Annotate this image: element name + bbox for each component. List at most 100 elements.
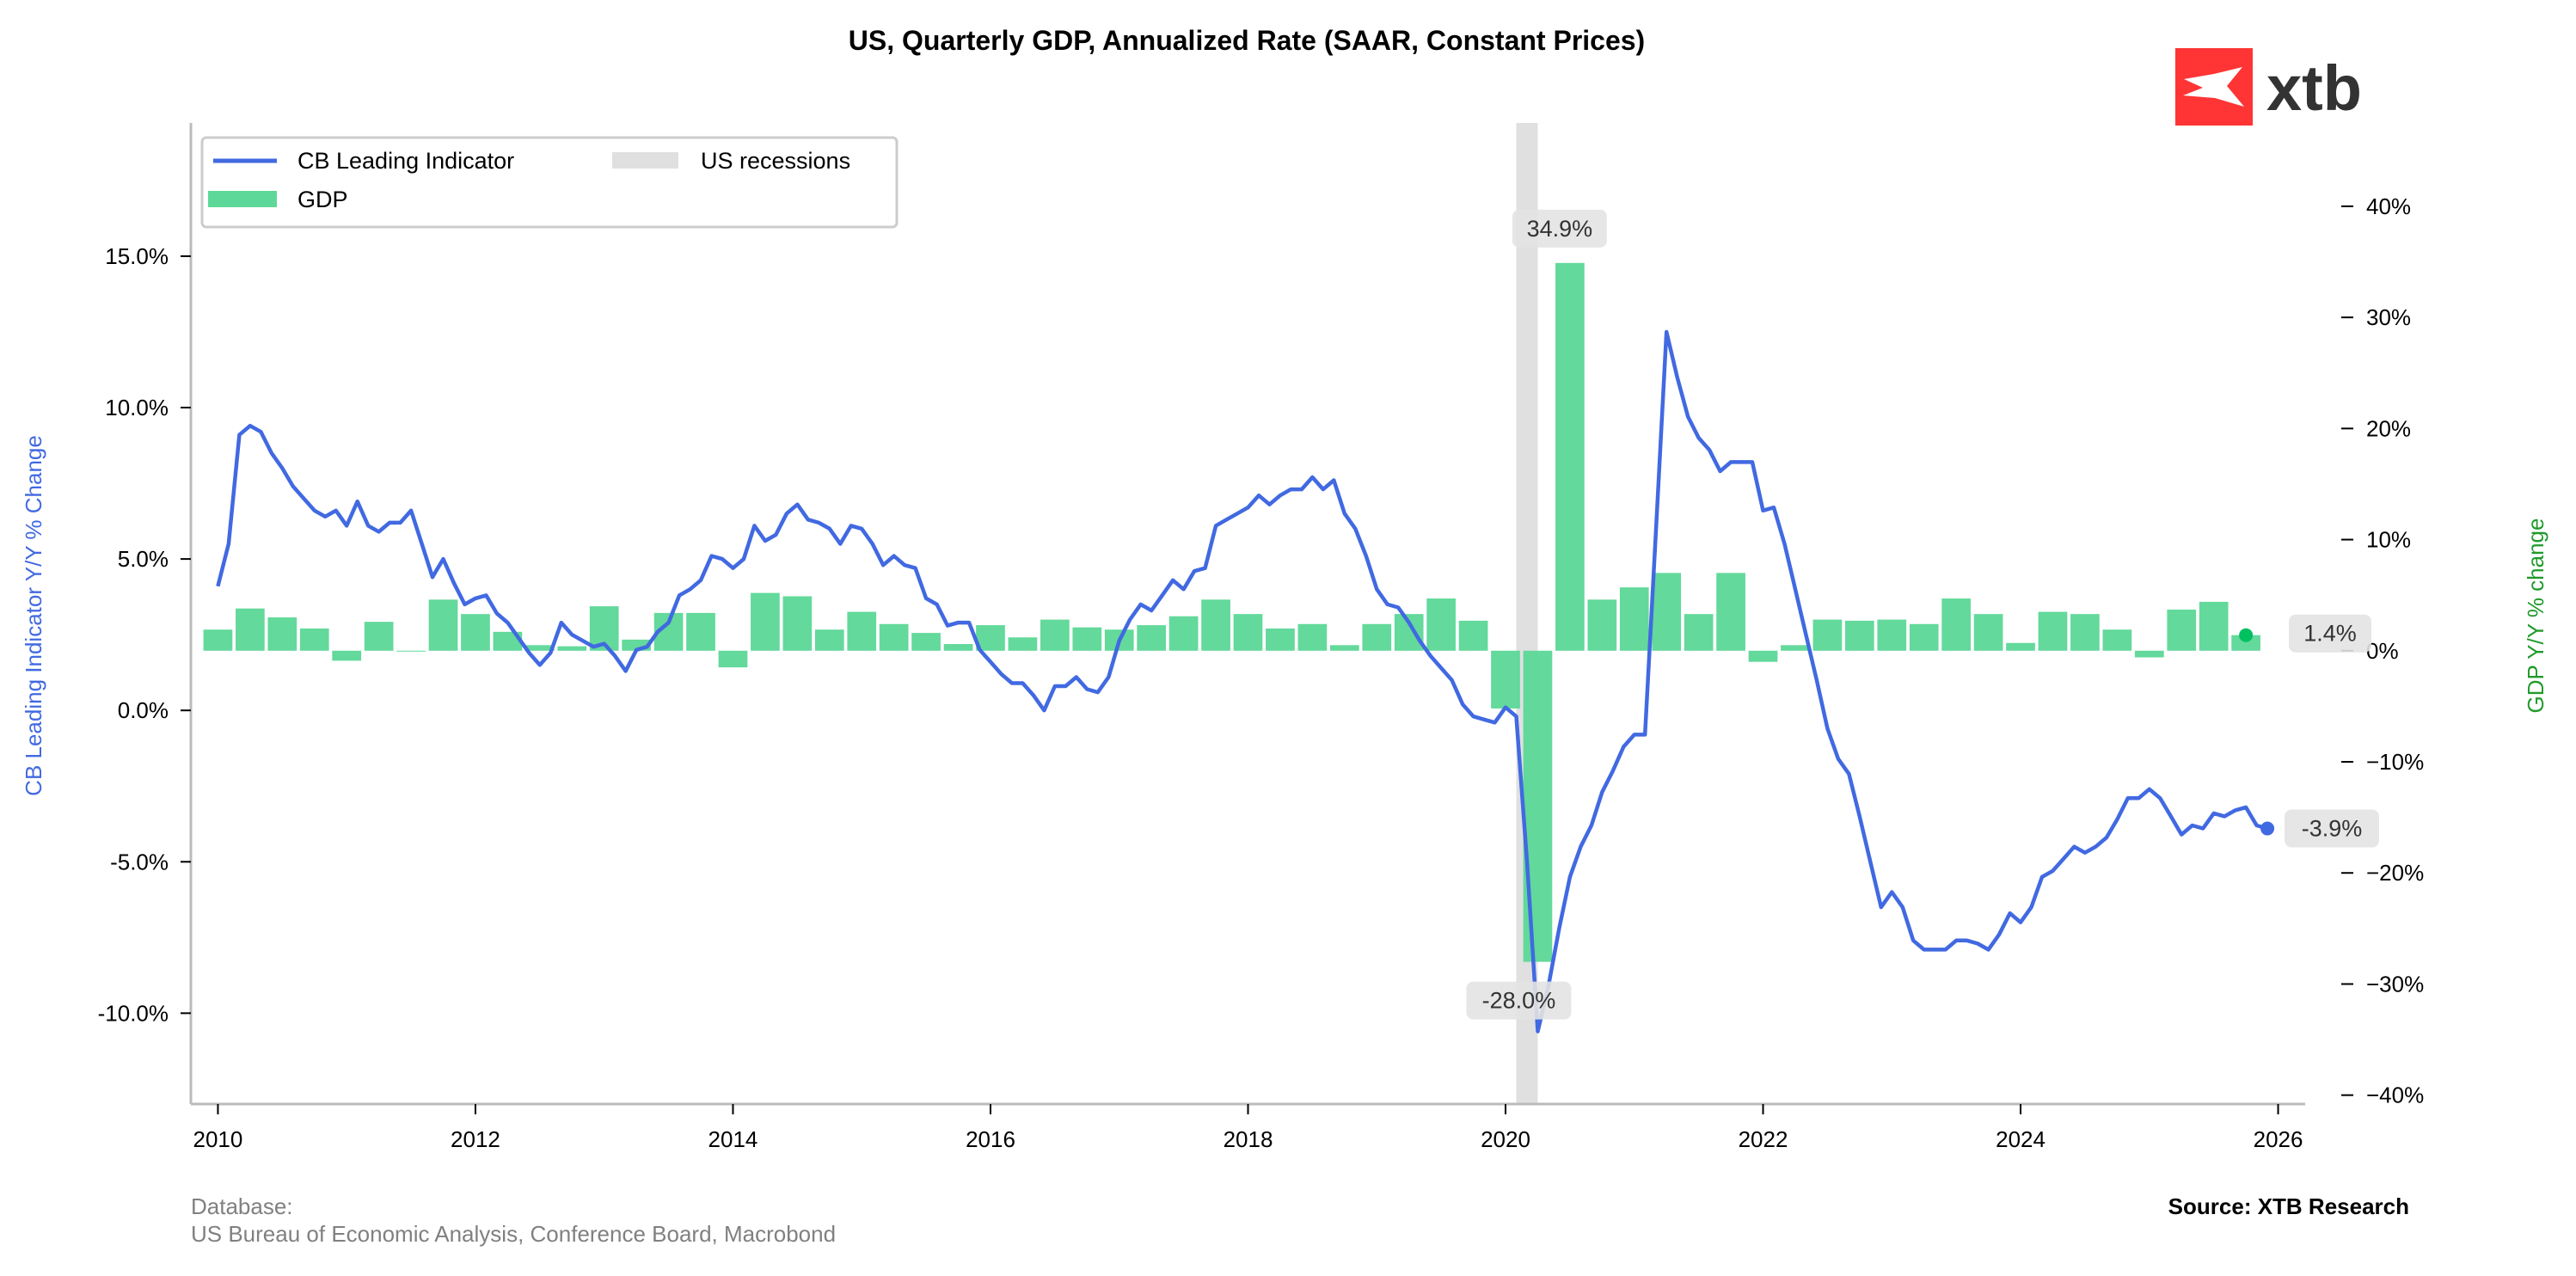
gdp-bar: [1458, 620, 1488, 651]
gdp-bar: [1201, 599, 1230, 651]
gdp-bar: [1297, 623, 1328, 651]
x-tick-label: 2014: [708, 1126, 758, 1152]
gdp-min-annotation-text: -28.0%: [1482, 988, 1556, 1014]
gdp-bar: [943, 644, 973, 651]
cb-last-label-box: [2285, 809, 2379, 848]
gdp-bar: [1781, 645, 1810, 651]
gdp-bar: [557, 646, 587, 651]
gdp-bar: [396, 650, 426, 652]
chart-title: US, Quarterly GDP, Annualized Rate (SAAR…: [849, 25, 1645, 56]
legend-recession-swatch: [612, 152, 678, 169]
gdp-bar: [1748, 650, 1778, 662]
gdp-bar: [1587, 599, 1617, 651]
gdp-bar: [814, 629, 844, 651]
database-sources: US Bureau of Economic Analysis, Conferen…: [191, 1221, 836, 1247]
gdp-bar: [1491, 650, 1520, 709]
gdp-bar: [1362, 623, 1392, 651]
right-tick-label: −40%: [2366, 1083, 2424, 1108]
gdp-bar: [1168, 616, 1199, 651]
gdp-min-annotation-box: [1466, 981, 1572, 1020]
gdp-bar: [1844, 620, 1874, 651]
gdp-bar: [332, 650, 362, 661]
logo-text: xtb: [2266, 52, 2362, 124]
gdp-bar: [1812, 619, 1843, 651]
legend-label-cb: CB Leading Indicator: [297, 148, 514, 174]
x-tick-label: 2016: [966, 1126, 1015, 1152]
gdp-bar: [2102, 629, 2132, 651]
gdp-bar: [1008, 637, 1038, 651]
gdp-bar: [718, 650, 748, 668]
gdp-max-annotation-text: 34.9%: [1527, 216, 1593, 242]
gdp-bar: [1329, 645, 1359, 651]
gdp-bar: [461, 614, 490, 651]
gdp-bar: [1137, 625, 1167, 651]
gdp-bar: [2231, 635, 2260, 651]
gdp-bar: [364, 622, 394, 651]
gdp-bar: [1877, 619, 1907, 651]
x-tick-label: 2020: [1481, 1126, 1530, 1152]
x-tick-label: 2026: [2254, 1126, 2303, 1152]
gdp-bar: [1619, 587, 1649, 651]
legend: CB Leading Indicator US recessions GDP: [200, 136, 899, 229]
gdp-bar: [2199, 601, 2229, 651]
gdp-bar: [1684, 614, 1714, 651]
left-tick-label: 15.0%: [105, 243, 169, 269]
gdp-max-annotation: 34.9%: [1512, 209, 1607, 248]
gdp-bar: [1072, 627, 1102, 651]
gdp-last-label: 1.4%: [2289, 614, 2371, 653]
left-tick-label: 10.0%: [105, 395, 169, 420]
gdp-bar: [1426, 598, 1456, 651]
gdp-last-label-box: [2289, 614, 2371, 653]
x-tick-label: 2022: [1739, 1126, 1788, 1152]
right-axis-ticks: 40% 30% 20% 10% 0% −10% −20% −30% −40%: [2341, 193, 2424, 1108]
gdp-bar: [236, 608, 265, 651]
x-tick-label: 2024: [1996, 1126, 2045, 1152]
gdp-bar: [1266, 628, 1295, 651]
legend-label-recessions: US recessions: [701, 148, 850, 174]
right-tick-label: −20%: [2366, 860, 2424, 886]
axes: [189, 123, 2305, 1106]
xtb-logo: xtb: [2175, 48, 2362, 126]
right-tick-label: 0%: [2366, 638, 2399, 664]
gdp-bar: [911, 633, 941, 651]
x-tick-label: 2018: [1224, 1126, 1273, 1152]
left-tick-label: -5.0%: [110, 849, 169, 874]
gdp-bar: [524, 645, 555, 651]
gdp-bar: [2167, 609, 2197, 651]
gdp-bar: [428, 599, 458, 651]
gdp-bars: [203, 262, 2260, 962]
gdp-bar: [299, 628, 329, 651]
annotations: 34.9% -28.0% 1.4% -3.9%: [1466, 209, 2379, 1020]
left-axis-ticks: 15.0% 10.0% 5.0% 0.0% -5.0% -10.0%: [98, 243, 191, 1026]
gdp-bar: [1040, 619, 1070, 651]
gdp-bar: [1909, 623, 1939, 651]
gdp-bar: [1233, 614, 1263, 651]
gdp-bar: [847, 611, 877, 651]
legend-frame: [200, 136, 899, 229]
cb-last-dot: [2260, 821, 2275, 836]
cb-last-label-text: -3.9%: [2302, 816, 2363, 842]
legend-label-gdp: GDP: [297, 187, 348, 212]
right-tick-label: 30%: [2366, 304, 2411, 330]
gdp-max-annotation-box: [1512, 209, 1607, 248]
gdp-min-annotation: -28.0%: [1466, 981, 1572, 1020]
gdp-bar: [879, 623, 909, 651]
gdp-bar: [267, 617, 297, 651]
gdp-bar: [1652, 573, 1682, 651]
left-tick-label: 5.0%: [118, 546, 169, 572]
right-axis-label: GDP Y/Y % change: [2523, 518, 2548, 714]
right-tick-label: −30%: [2366, 971, 2424, 997]
legend-gdp-swatch: [208, 191, 277, 207]
gdp-bar: [1941, 598, 1972, 651]
cb-leading-indicator-line: [216, 329, 2268, 1034]
right-tick-label: 40%: [2366, 193, 2411, 219]
gdp-last-label-text: 1.4%: [2303, 621, 2357, 647]
right-tick-label: −10%: [2366, 749, 2424, 775]
cb-last-label: -3.9%: [2285, 809, 2379, 848]
gdp-bar: [493, 631, 523, 651]
gdp-bar: [686, 612, 715, 651]
gdp-bar: [1555, 262, 1585, 651]
gdp-bar: [2006, 642, 2035, 651]
x-axis-ticks: 2010 2012 2014 2016 2018 2020 2022 2024 2026: [193, 1104, 2303, 1152]
